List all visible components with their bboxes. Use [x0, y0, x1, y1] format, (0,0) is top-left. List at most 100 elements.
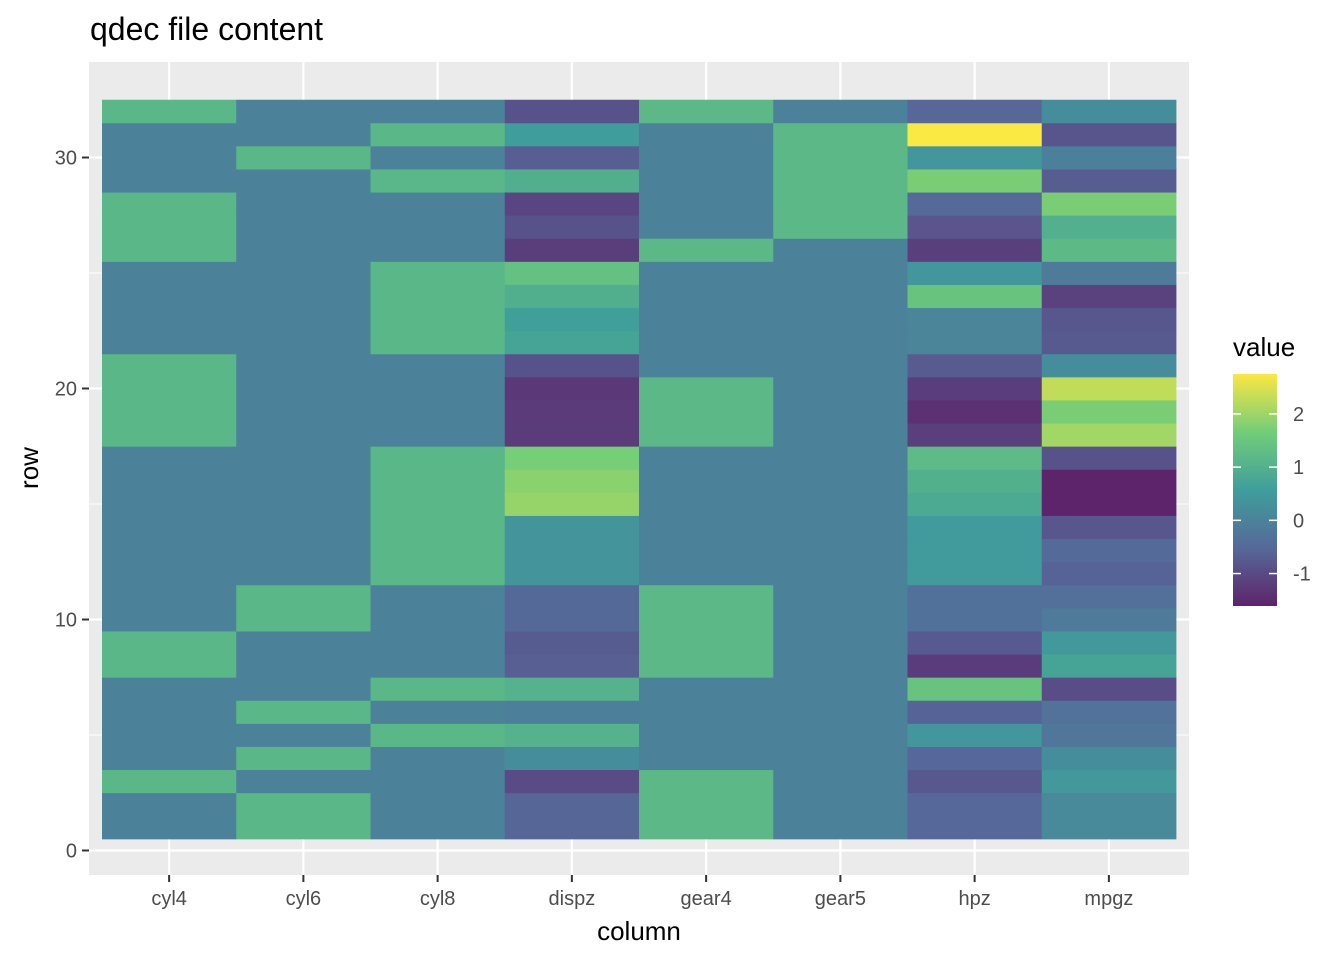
heatmap-tile-cyl6-row-21 [236, 353, 371, 378]
heatmap-tile-cyl6-row-24 [236, 284, 371, 309]
heatmap-tile-gear4-row-17 [639, 446, 774, 470]
heatmap-tile-gear4-row-23 [639, 307, 774, 332]
x-tick-label-hpz: hpz [959, 888, 991, 910]
heatmap-tile-gear5-row-17 [773, 446, 908, 470]
heatmap-tile-dispz-row-8 [504, 654, 640, 678]
heatmap-tile-hpz-row-31 [907, 122, 1043, 147]
heatmap-tile-gear5-row-28 [773, 192, 908, 216]
heatmap-tile-dispz-row-5 [504, 723, 640, 747]
heatmap-tile-cyl8-row-22 [370, 330, 506, 355]
heatmap-tile-gear5-row-4 [773, 746, 908, 771]
heatmap-tile-dispz-row-23 [504, 307, 640, 332]
heatmap-tile-hpz-row-2 [907, 792, 1043, 817]
heatmap-tile-gear4-row-18 [639, 423, 774, 447]
heatmap-tile-cyl8-row-10 [370, 607, 506, 632]
heatmap-tile-cyl4-row-3 [102, 769, 237, 794]
heatmap-tile-mpgz-row-22 [1041, 330, 1177, 355]
heatmap-tile-cyl8-row-2 [370, 792, 506, 817]
heatmap-tile-mpgz-row-9 [1041, 631, 1177, 655]
heatmap-tile-cyl4-row-16 [102, 469, 237, 493]
heatmap-tile-gear5-row-20 [773, 376, 908, 401]
heatmap-tile-cyl4-row-27 [102, 215, 237, 239]
heatmap-tile-gear4-row-10 [639, 607, 774, 632]
heatmap-tile-mpgz-row-32 [1041, 99, 1177, 124]
heatmap-tile-gear5-row-13 [773, 538, 908, 563]
heatmap-tile-mpgz-row-4 [1041, 746, 1177, 771]
heatmap-tile-hpz-row-13 [907, 538, 1043, 563]
heatmap-tile-dispz-row-10 [504, 607, 640, 632]
heatmap-tile-cyl6-row-32 [236, 99, 371, 124]
heatmap-tile-cyl6-row-15 [236, 492, 371, 516]
heatmap-tile-cyl8-row-18 [370, 423, 506, 447]
heatmap-tile-gear5-row-21 [773, 353, 908, 378]
heatmap-tile-cyl4-row-9 [102, 631, 237, 655]
heatmap-tile-cyl8-row-3 [370, 769, 506, 794]
heatmap-tile-gear5-row-22 [773, 330, 908, 355]
heatmap-tile-mpgz-row-10 [1041, 607, 1177, 632]
heatmap-tile-dispz-row-14 [504, 515, 640, 540]
heatmap-tile-dispz-row-4 [504, 746, 640, 771]
heatmap-tile-cyl6-row-5 [236, 723, 371, 747]
heatmap-tile-hpz-row-11 [907, 584, 1043, 609]
heatmap-tile-cyl4-row-23 [102, 307, 237, 332]
heatmap-tile-cyl4-row-19 [102, 400, 237, 424]
heatmap-tile-cyl6-row-19 [236, 400, 371, 424]
heatmap-tile-hpz-row-9 [907, 631, 1043, 655]
heatmap-tile-mpgz-row-15 [1041, 492, 1177, 516]
heatmap-tile-mpgz-row-14 [1041, 515, 1177, 540]
heatmap-tile-gear4-row-21 [639, 353, 774, 378]
legend-tick-label: 1 [1293, 457, 1304, 479]
heatmap-tile-cyl4-row-8 [102, 654, 237, 678]
heatmap-tile-mpgz-row-28 [1041, 192, 1177, 216]
heatmap-tile-hpz-row-19 [907, 400, 1043, 424]
heatmap-tile-cyl4-row-18 [102, 423, 237, 447]
heatmap-tile-cyl8-row-26 [370, 238, 506, 262]
heatmap-tile-dispz-row-30 [504, 145, 640, 170]
heatmap-tile-gear4-row-13 [639, 538, 774, 563]
heatmap-tile-cyl4-row-11 [102, 584, 237, 609]
y-tick-label: 30 [55, 148, 77, 170]
heatmap-tile-hpz-row-21 [907, 353, 1043, 378]
heatmap-tile-cyl4-row-6 [102, 700, 237, 724]
heatmap-tile-cyl8-row-7 [370, 677, 506, 701]
heatmap-tile-gear4-row-24 [639, 284, 774, 309]
heatmap-tile-cyl4-row-13 [102, 538, 237, 563]
heatmap-tile-cyl4-row-28 [102, 192, 237, 216]
heatmap-tile-mpgz-row-21 [1041, 353, 1177, 378]
heatmap-tile-hpz-row-20 [907, 376, 1043, 401]
heatmap-tile-mpgz-row-27 [1041, 215, 1177, 239]
heatmap-tile-cyl8-row-13 [370, 538, 506, 563]
heatmap-tile-gear4-row-19 [639, 400, 774, 424]
heatmap-tile-cyl6-row-1 [236, 815, 371, 840]
heatmap-tile-cyl6-row-25 [236, 261, 371, 285]
heatmap-tile-gear5-row-18 [773, 423, 908, 447]
heatmap-tile-hpz-row-6 [907, 700, 1043, 724]
heatmap-tile-hpz-row-4 [907, 746, 1043, 771]
heatmap-tile-hpz-row-32 [907, 99, 1043, 124]
heatmap-tile-gear4-row-14 [639, 515, 774, 540]
heatmap-tile-hpz-row-28 [907, 192, 1043, 216]
heatmap-tile-gear5-row-8 [773, 654, 908, 678]
heatmap-tile-cyl4-row-24 [102, 284, 237, 309]
heatmap-tile-mpgz-row-8 [1041, 654, 1177, 678]
heatmap-tile-dispz-row-31 [504, 122, 640, 147]
heatmap-tile-mpgz-row-7 [1041, 677, 1177, 701]
heatmap-tile-mpgz-row-6 [1041, 700, 1177, 724]
heatmap-tile-cyl4-row-20 [102, 376, 237, 401]
heatmap-tile-gear5-row-5 [773, 723, 908, 747]
heatmap-tile-cyl8-row-19 [370, 400, 506, 424]
heatmap-tile-cyl6-row-8 [236, 654, 371, 678]
heatmap-tile-gear4-row-5 [639, 723, 774, 747]
heatmap-tile-gear5-row-14 [773, 515, 908, 540]
heatmap-tile-gear5-row-9 [773, 631, 908, 655]
heatmap-tile-mpgz-row-18 [1041, 423, 1177, 447]
heatmap-tile-gear4-row-22 [639, 330, 774, 355]
heatmap-tile-gear5-row-26 [773, 238, 908, 262]
heatmap-tile-dispz-row-25 [504, 261, 640, 285]
x-tick-label-mpgz: mpgz [1084, 888, 1133, 910]
heatmap-tile-dispz-row-20 [504, 376, 640, 401]
heatmap-tile-hpz-row-3 [907, 769, 1043, 794]
y-tick-label: 0 [66, 841, 77, 863]
heatmap-tile-cyl6-row-12 [236, 561, 371, 586]
